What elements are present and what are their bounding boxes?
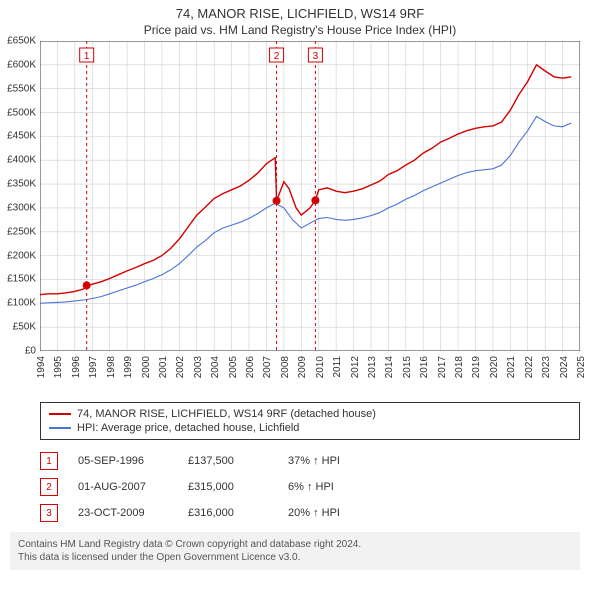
legend: 74, MANOR RISE, LICHFIELD, WS14 9RF (det… — [40, 402, 580, 440]
y-tick-label: £100K — [0, 298, 36, 309]
chart-svg: 1 2 3 — [40, 41, 580, 351]
transaction-price: £315,000 — [188, 481, 268, 493]
y-tick-label: £450K — [0, 131, 36, 142]
transaction-badge: 2 — [40, 478, 58, 496]
x-tick-label: 2021 — [506, 356, 517, 378]
y-tick-label: £200K — [0, 250, 36, 261]
y-tick-label: £300K — [0, 202, 36, 213]
y-tick-label: £600K — [0, 59, 36, 70]
legend-item: 74, MANOR RISE, LICHFIELD, WS14 9RF (det… — [49, 407, 571, 421]
x-tick-label: 1996 — [71, 356, 82, 378]
x-tick-label: 1999 — [123, 356, 134, 378]
x-tick-label: 2000 — [141, 356, 152, 378]
x-tick-label: 2020 — [489, 356, 500, 378]
y-tick-label: £250K — [0, 226, 36, 237]
transaction-badge: 1 — [40, 452, 58, 470]
transaction-badge: 3 — [40, 504, 58, 522]
x-tick-label: 2006 — [245, 356, 256, 378]
x-tick-label: 2024 — [559, 356, 570, 378]
x-tick-label: 2009 — [297, 356, 308, 378]
x-tick-label: 2017 — [437, 356, 448, 378]
x-tick-label: 2011 — [332, 356, 343, 378]
x-axis-labels: 1994199519961997199819992000200120022003… — [40, 356, 580, 396]
x-tick-label: 2001 — [158, 356, 169, 378]
table-row: 3 23-OCT-2009 £316,000 20% ↑ HPI — [40, 500, 580, 526]
y-tick-label: £550K — [0, 83, 36, 94]
svg-text:1: 1 — [84, 51, 90, 62]
x-tick-label: 2023 — [541, 356, 552, 378]
x-tick-label: 2003 — [193, 356, 204, 378]
header: 74, MANOR RISE, LICHFIELD, WS14 9RF Pric… — [0, 6, 600, 37]
x-tick-label: 1998 — [106, 356, 117, 378]
x-tick-label: 2018 — [454, 356, 465, 378]
x-tick-label: 2014 — [384, 356, 395, 378]
y-tick-label: £50K — [0, 322, 36, 333]
y-tick-label: £400K — [0, 155, 36, 166]
legend-swatch — [49, 413, 71, 415]
y-tick-label: £650K — [0, 36, 36, 47]
transaction-badge-marker: 3 — [308, 48, 322, 62]
x-tick-label: 2008 — [280, 356, 291, 378]
x-tick-label: 2010 — [315, 356, 326, 378]
x-tick-label: 2019 — [471, 356, 482, 378]
footer-line: This data is licensed under the Open Gov… — [18, 551, 572, 564]
legend-item: HPI: Average price, detached house, Lich… — [49, 421, 571, 435]
transaction-badge-marker: 2 — [270, 48, 284, 62]
svg-text:3: 3 — [313, 51, 319, 62]
x-tick-label: 2012 — [350, 356, 361, 378]
x-tick-label: 2022 — [524, 356, 535, 378]
y-axis-labels: £0£50K£100K£150K£200K£250K£300K£350K£400… — [0, 41, 36, 351]
x-tick-label: 1997 — [88, 356, 99, 378]
x-tick-label: 2016 — [419, 356, 430, 378]
y-tick-label: £150K — [0, 274, 36, 285]
x-tick-label: 2007 — [262, 356, 273, 378]
transaction-date: 05-SEP-1996 — [78, 455, 168, 467]
svg-text:2: 2 — [274, 51, 280, 62]
transaction-delta: 20% ↑ HPI — [288, 507, 378, 519]
footer-attribution: Contains HM Land Registry data © Crown c… — [10, 532, 580, 570]
x-tick-label: 2025 — [576, 356, 587, 378]
y-tick-label: £350K — [0, 179, 36, 190]
table-row: 1 05-SEP-1996 £137,500 37% ↑ HPI — [40, 448, 580, 474]
transaction-badge-marker: 1 — [80, 48, 94, 62]
transactions-table: 1 05-SEP-1996 £137,500 37% ↑ HPI 2 01-AU… — [40, 448, 580, 526]
legend-label: 74, MANOR RISE, LICHFIELD, WS14 9RF (det… — [77, 408, 376, 420]
chart-subtitle: Price paid vs. HM Land Registry's House … — [0, 23, 600, 37]
transaction-price: £316,000 — [188, 507, 268, 519]
transaction-delta: 6% ↑ HPI — [288, 481, 378, 493]
legend-label: HPI: Average price, detached house, Lich… — [77, 422, 299, 434]
x-tick-label: 2002 — [175, 356, 186, 378]
y-tick-label: £0 — [0, 346, 36, 357]
transaction-delta: 37% ↑ HPI — [288, 455, 378, 467]
legend-swatch — [49, 427, 71, 429]
x-tick-label: 2015 — [402, 356, 413, 378]
x-tick-label: 2013 — [367, 356, 378, 378]
x-tick-label: 2004 — [210, 356, 221, 378]
chart-area: £0£50K£100K£150K£200K£250K£300K£350K£400… — [40, 41, 580, 356]
x-tick-label: 1995 — [53, 356, 64, 378]
x-tick-label: 2005 — [228, 356, 239, 378]
page: { "header": { "title": "74, MANOR RISE, … — [0, 0, 600, 590]
footer-line: Contains HM Land Registry data © Crown c… — [18, 538, 572, 551]
transaction-date: 23-OCT-2009 — [78, 507, 168, 519]
x-tick-label: 1994 — [36, 356, 47, 378]
table-row: 2 01-AUG-2007 £315,000 6% ↑ HPI — [40, 474, 580, 500]
transaction-date: 01-AUG-2007 — [78, 481, 168, 493]
y-tick-label: £500K — [0, 107, 36, 118]
chart-title: 74, MANOR RISE, LICHFIELD, WS14 9RF — [0, 6, 600, 21]
transaction-price: £137,500 — [188, 455, 268, 467]
